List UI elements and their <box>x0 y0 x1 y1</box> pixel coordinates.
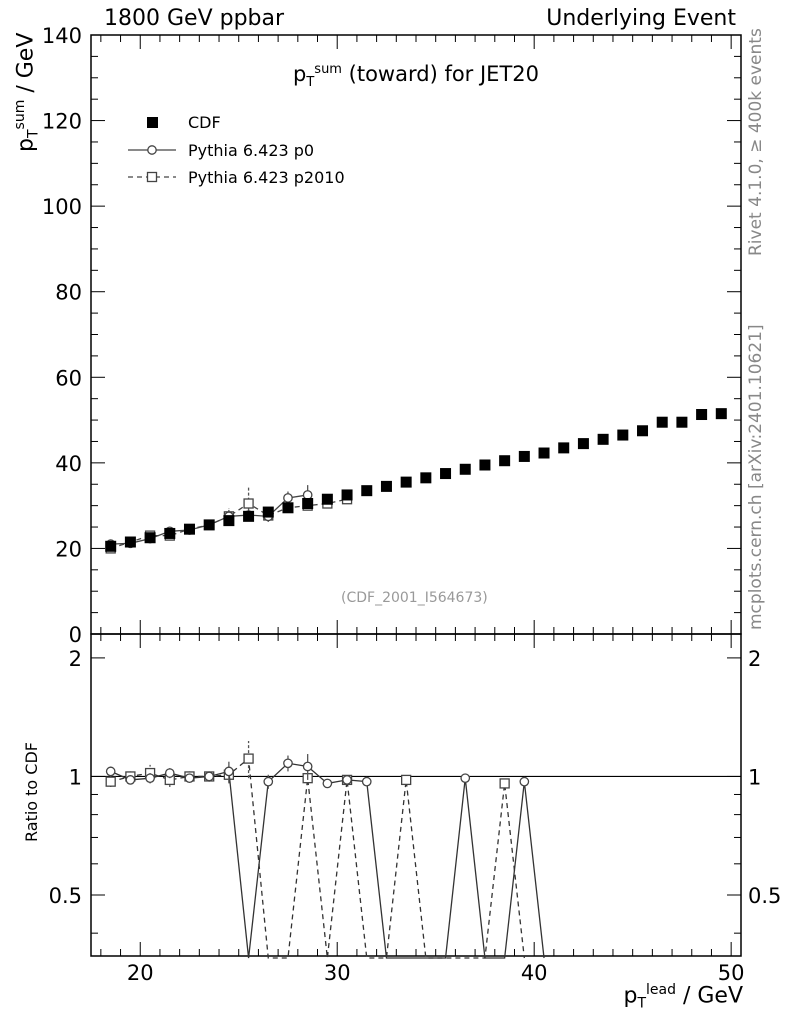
cdf-point <box>144 532 156 544</box>
p2010-ratio-point <box>401 774 412 786</box>
p0-ratio-line <box>110 762 545 959</box>
p0-ratio-point <box>204 771 215 782</box>
p0-ratio-point <box>322 778 333 789</box>
p2010-ratio-point <box>499 778 510 789</box>
p2010-ratio-point <box>243 753 254 764</box>
x-tick-label: 30 <box>324 961 351 985</box>
cdf-point <box>302 498 314 510</box>
rivet-version-label: Rivet 4.1.0, ≥ 400k events <box>746 28 766 256</box>
p0-ratio-point <box>105 766 116 777</box>
cdf-point <box>597 433 609 445</box>
cdf-point <box>164 527 176 539</box>
cdf-point <box>656 416 668 428</box>
plot-title: pTsum (toward) for JET20 <box>293 62 540 91</box>
y-tick-label: 20 <box>55 537 82 561</box>
mcplots-label: mcplots.cern.ch [arXiv:2401.10621] <box>746 324 766 630</box>
cdf-point <box>715 408 727 420</box>
p0-ratio-point <box>224 766 234 777</box>
cdf-point <box>400 476 412 488</box>
cdf-point <box>321 493 333 505</box>
ratio-y-tick-label-left: 2 <box>69 647 82 671</box>
p2010-ratio-point <box>105 776 116 787</box>
x-tick-label: 50 <box>718 961 745 985</box>
legend-marker-p2010 <box>146 171 158 183</box>
y-tick-label: 120 <box>42 110 82 134</box>
ratio-y-tick-label-left: 0.5 <box>49 884 82 908</box>
y-tick-label: 60 <box>55 366 82 390</box>
header-analysis-label: Underlying Event <box>546 6 736 31</box>
cdf-point <box>518 450 530 462</box>
cdf-point <box>223 515 235 527</box>
cdf-point <box>105 540 117 552</box>
p0-ratio-point <box>125 775 136 785</box>
cdf-point <box>676 416 688 428</box>
cdf-point <box>243 510 255 522</box>
ratio-y-tick-label-right: 2 <box>748 647 761 671</box>
cdf-point <box>577 438 589 450</box>
y-tick-label: 100 <box>42 195 82 219</box>
x-axis-label: pTlead / GeV <box>623 982 743 1012</box>
cdf-point <box>440 468 452 480</box>
y-tick-label: 0 <box>69 623 82 647</box>
cdf-point <box>361 485 373 497</box>
cdf-point <box>499 455 511 467</box>
p0-ratio-point <box>342 775 352 785</box>
cdf-point <box>203 519 215 531</box>
cdf-point <box>558 442 570 454</box>
cdf-point <box>420 472 432 484</box>
cdf-point <box>696 409 708 421</box>
legend-label-cdf: CDF <box>188 113 221 132</box>
p0-point <box>302 490 313 500</box>
p0-ratio-point <box>184 773 195 784</box>
x-tick-label: 40 <box>521 961 548 985</box>
legend-marker-p0 <box>147 145 157 155</box>
legend-marker-cdf <box>147 117 158 128</box>
ratio-y-tick-label-right: 0.5 <box>748 884 781 908</box>
p0-ratio-point <box>302 761 313 772</box>
p0-point <box>283 493 293 503</box>
cdf-point <box>282 502 294 514</box>
reference-label: (CDF_2001_I564673) <box>341 590 488 606</box>
p2010-point <box>243 498 254 509</box>
legend-label-p2010: Pythia 6.423 p2010 <box>188 168 345 187</box>
cdf-point <box>262 506 274 518</box>
cdf-point <box>183 523 195 535</box>
ratio-y-axis-label: Ratio to CDF <box>22 741 41 842</box>
p0-ratio-point <box>283 758 293 769</box>
header-energy-label: 1800 GeV ppbar <box>104 6 285 31</box>
cdf-point <box>380 480 392 492</box>
cdf-point <box>459 463 471 475</box>
cdf-point <box>479 459 491 471</box>
cdf-point <box>637 425 649 437</box>
p0-ratio-point <box>361 776 372 787</box>
y-tick-label: 40 <box>55 452 82 476</box>
ratio-y-tick-label-left: 1 <box>69 765 82 789</box>
cdf-point <box>617 429 629 441</box>
cdf-point <box>124 536 136 548</box>
legend-label-p0: Pythia 6.423 p0 <box>188 141 315 160</box>
x-tick-label: 20 <box>127 961 154 985</box>
ratio-y-tick-label-right: 1 <box>748 765 761 789</box>
p0-ratio-point <box>164 768 175 778</box>
y-axis-label: pTsum / GeV <box>12 32 42 152</box>
y-tick-label: 140 <box>42 24 82 48</box>
y-tick-label: 80 <box>55 281 82 305</box>
p0-ratio-point <box>519 776 530 787</box>
cdf-point <box>341 489 353 501</box>
p0-ratio-point <box>460 773 471 784</box>
p0-ratio-point <box>263 776 274 787</box>
p2010-ratio-line <box>110 757 525 959</box>
cdf-point <box>538 447 550 459</box>
p0-ratio-point <box>145 773 155 784</box>
ratio-panel-frame <box>90 633 742 957</box>
